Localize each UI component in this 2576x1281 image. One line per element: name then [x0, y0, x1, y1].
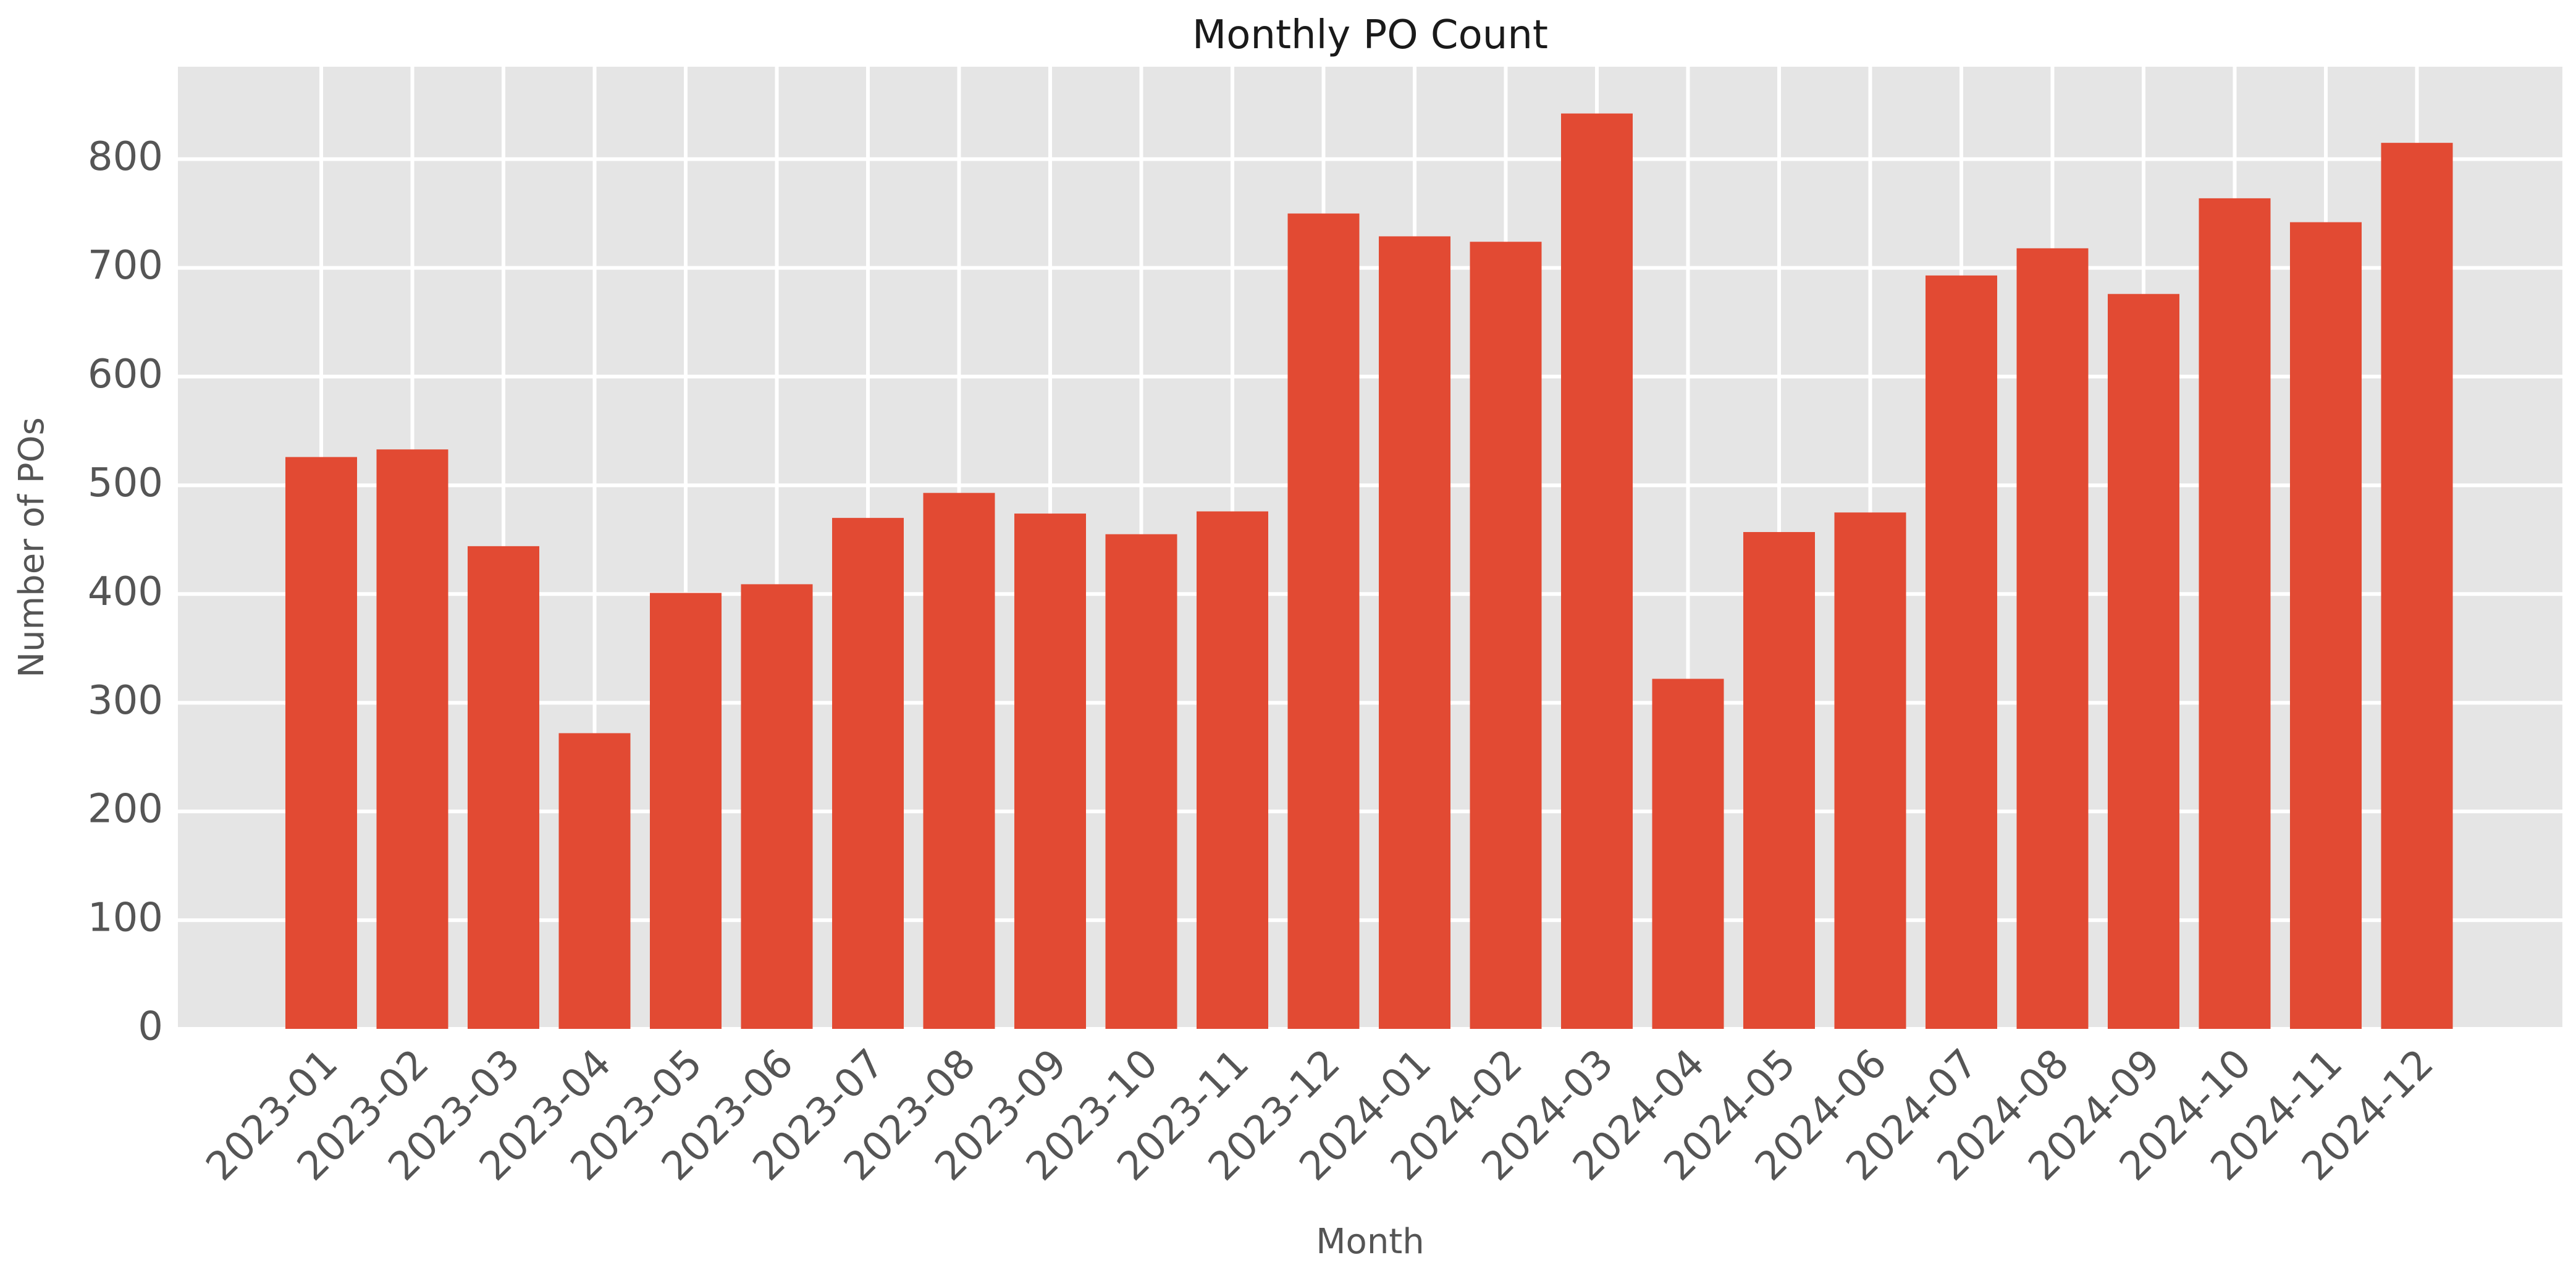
y-tick-label: 500	[88, 460, 163, 506]
bar-2024-09	[2108, 294, 2179, 1029]
y-axis-ticks: 0 100 200 300 400 500 600 700 800	[88, 134, 163, 1049]
bar-2024-11	[2290, 222, 2362, 1029]
bar-2024-02	[1470, 242, 1542, 1029]
bar-2023-08	[923, 493, 995, 1029]
x-axis-ticks: 2023-012023-022023-032023-042023-052023-…	[198, 1041, 2443, 1190]
y-tick-label: 200	[88, 787, 163, 832]
y-tick-label: 800	[88, 134, 163, 180]
y-tick-label: 400	[88, 569, 163, 615]
bar-2023-11	[1197, 511, 1268, 1029]
bar-2024-12	[2381, 143, 2453, 1029]
y-axis-label: Number of POs	[12, 417, 52, 678]
bar-2024-05	[1743, 531, 1815, 1029]
bar-2024-08	[2016, 248, 2089, 1029]
x-axis-label: Month	[1316, 1222, 1425, 1262]
bar-2024-06	[1834, 512, 1906, 1029]
y-tick-label: 600	[88, 352, 163, 397]
bar-2023-01	[285, 457, 357, 1029]
bars	[285, 113, 2453, 1029]
y-tick-label: 0	[138, 1004, 163, 1050]
bar-2023-05	[650, 593, 722, 1029]
bar-2023-06	[741, 584, 813, 1029]
bar-2024-10	[2199, 198, 2271, 1029]
bar-2023-02	[376, 449, 448, 1029]
bar-2024-03	[1561, 113, 1633, 1029]
bar-2023-04	[558, 733, 631, 1029]
bar-2024-01	[1379, 236, 1450, 1029]
bar-2023-12	[1287, 213, 1360, 1029]
chart-title: Monthly PO Count	[1192, 12, 1548, 58]
y-tick-label: 700	[88, 243, 163, 289]
bar-2023-03	[468, 546, 539, 1029]
y-tick-label: 300	[88, 678, 163, 724]
bar-2023-07	[832, 518, 904, 1029]
bar-2023-09	[1014, 514, 1086, 1029]
bar-2023-10	[1105, 534, 1177, 1029]
bar-2024-07	[1926, 275, 1997, 1029]
y-tick-label: 100	[88, 895, 163, 941]
bar-2024-04	[1652, 679, 1724, 1029]
